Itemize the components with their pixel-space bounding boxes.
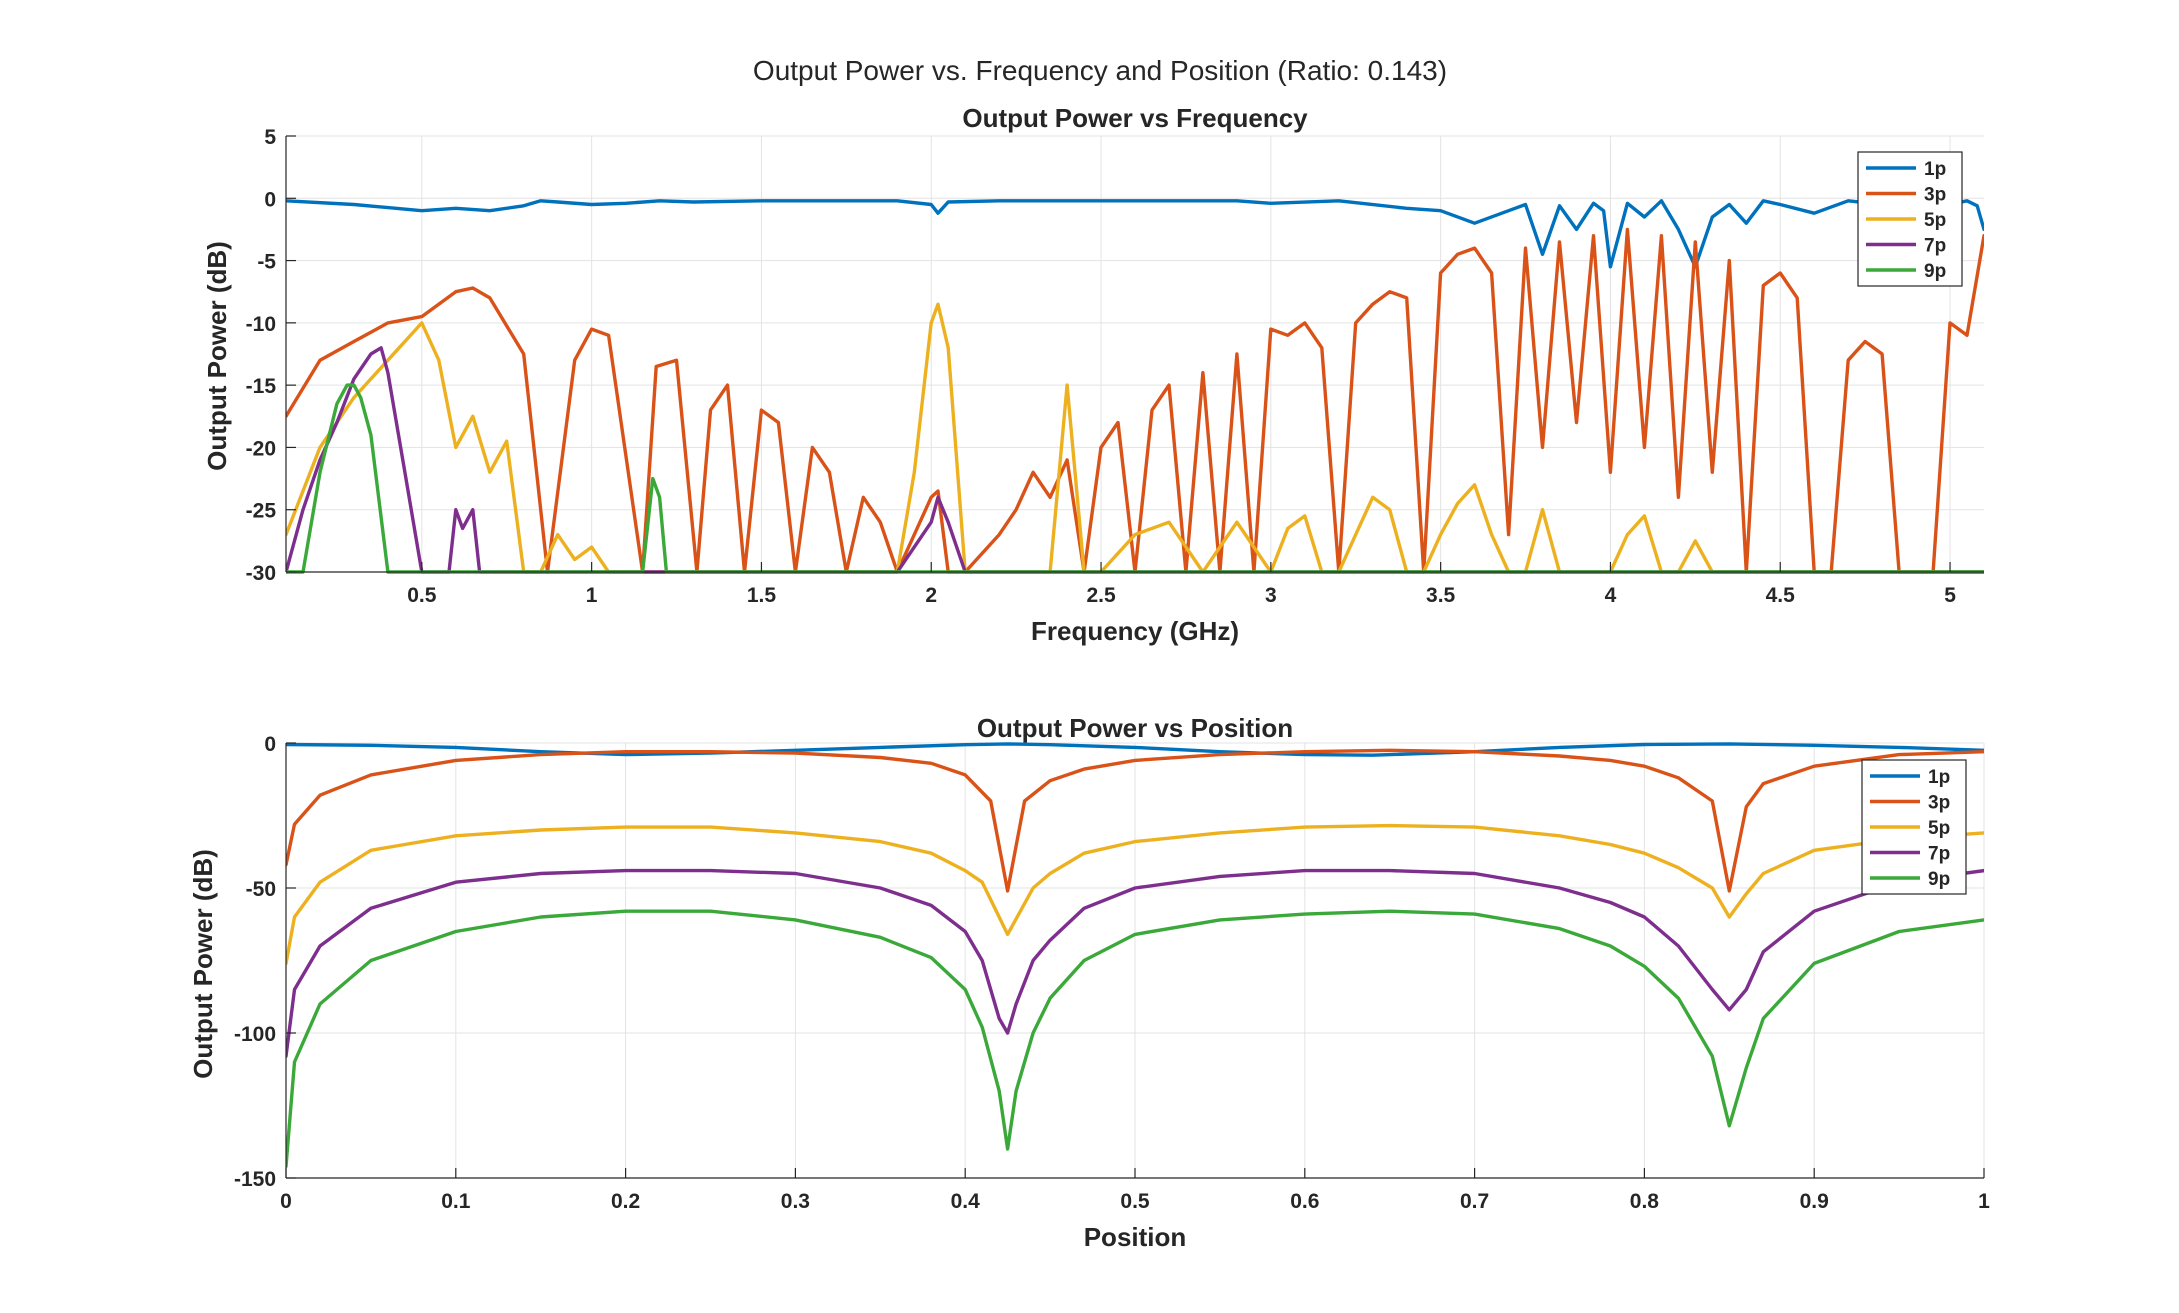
position-subplot: Output Power vs Position 0 0.1 0.2 0.3 0.4 0.… bbox=[188, 713, 1990, 1252]
subplot-title-frequency: Output Power vs Frequency bbox=[962, 103, 1308, 133]
x-tick-label: 0.9 bbox=[1800, 1190, 1829, 1213]
x-tick-label: 0.4 bbox=[951, 1190, 981, 1213]
x-tick-label: 0.3 bbox=[781, 1190, 810, 1213]
series-line-1p bbox=[286, 199, 1984, 269]
x-tick-label: 5 bbox=[1944, 584, 1956, 607]
x-tick-label: 0.1 bbox=[441, 1190, 471, 1213]
x-tick-label: 2 bbox=[925, 584, 937, 607]
y-tick-label: -20 bbox=[246, 437, 276, 460]
series-line-7p bbox=[286, 868, 1984, 1058]
legend-label-3p: 3p bbox=[1928, 793, 1950, 814]
subplot-title-position: Output Power vs Position bbox=[977, 713, 1293, 743]
x-tick-label: 1.5 bbox=[747, 584, 777, 607]
x-tick-label: 0.5 bbox=[407, 584, 437, 607]
series-line-7p bbox=[286, 346, 1984, 574]
x-tick-label: 4 bbox=[1605, 584, 1617, 607]
legend-label-5p: 5p bbox=[1928, 818, 1950, 839]
legend-label-1p: 1p bbox=[1928, 767, 1950, 788]
series-line-5p bbox=[286, 302, 1984, 574]
series-line-5p bbox=[286, 823, 1984, 966]
position-series-lines bbox=[286, 742, 1984, 1169]
x-tick-label: 0.5 bbox=[1120, 1190, 1150, 1213]
x-tick-label: 0.8 bbox=[1630, 1190, 1660, 1213]
position-tick-labels: 0 0.1 0.2 0.3 0.4 0.5 0.6 0.7 0.8 0.9 1 0 -50 -100 -15… bbox=[234, 733, 1990, 1213]
frequency-legend: 1p 3p 5p 7p 9p bbox=[1857, 151, 1963, 287]
position-axes bbox=[285, 742, 1985, 1179]
x-axis-label-position: Position bbox=[1084, 1222, 1187, 1252]
y-axis-label-frequency: Output Power (dB) bbox=[202, 241, 232, 471]
position-legend: 1p 3p 5p 7p 9p bbox=[1861, 759, 1967, 895]
y-tick-label: 0 bbox=[264, 188, 276, 211]
legend-label-9p: 9p bbox=[1928, 869, 1950, 890]
x-tick-label: 0.2 bbox=[611, 1190, 640, 1213]
y-axis-label-position: Output Power (dB) bbox=[188, 849, 218, 1079]
y-tick-label: -5 bbox=[257, 251, 276, 274]
series-line-3p bbox=[286, 748, 1984, 893]
legend-label-5p: 5p bbox=[1924, 210, 1946, 231]
y-tick-label: -15 bbox=[246, 375, 277, 398]
frequency-tick-labels: 0.5 1 1.5 2 2.5 3 3.5 4 4.5 5 5 0 -5 -10 -15 -20 -25 -30 bbox=[246, 126, 1957, 607]
series-line-9p bbox=[286, 909, 1984, 1169]
x-tick-label: 1 bbox=[1978, 1190, 1990, 1213]
y-tick-label: 0 bbox=[264, 733, 276, 756]
legend-label-7p: 7p bbox=[1928, 844, 1950, 865]
x-tick-label: 0.6 bbox=[1290, 1190, 1319, 1213]
y-tick-label: -30 bbox=[246, 562, 276, 585]
x-tick-label: 1 bbox=[586, 584, 598, 607]
x-axis-label-frequency: Frequency (GHz) bbox=[1031, 616, 1239, 646]
series-line-3p bbox=[286, 227, 1984, 574]
figure-suptitle: Output Power vs. Frequency and Position … bbox=[753, 55, 1447, 86]
x-tick-label: 3 bbox=[1265, 584, 1277, 607]
x-tick-label: 3.5 bbox=[1426, 584, 1456, 607]
frequency-subplot: Output Power vs Frequency 0.5 1 1.5 2 2.5 3 3.… bbox=[202, 103, 1984, 646]
legend-label-3p: 3p bbox=[1924, 185, 1946, 206]
frequency-series-lines bbox=[286, 199, 1984, 574]
position-grid bbox=[285, 742, 1985, 1179]
y-tick-label: -50 bbox=[246, 878, 276, 901]
y-tick-label: -150 bbox=[234, 1168, 276, 1191]
x-tick-label: 4.5 bbox=[1766, 584, 1796, 607]
series-line-9p bbox=[286, 383, 1984, 574]
y-tick-label: 5 bbox=[264, 126, 276, 149]
x-tick-label: 2.5 bbox=[1086, 584, 1116, 607]
x-tick-label: 0.7 bbox=[1460, 1190, 1489, 1213]
legend-label-1p: 1p bbox=[1924, 159, 1946, 180]
legend-label-9p: 9p bbox=[1924, 261, 1946, 282]
legend-label-7p: 7p bbox=[1924, 236, 1946, 257]
y-tick-label: -25 bbox=[246, 500, 277, 523]
x-tick-label: 0 bbox=[280, 1190, 292, 1213]
y-tick-label: -10 bbox=[246, 313, 276, 336]
y-tick-label: -100 bbox=[234, 1023, 276, 1046]
frequency-axes bbox=[285, 135, 1984, 573]
